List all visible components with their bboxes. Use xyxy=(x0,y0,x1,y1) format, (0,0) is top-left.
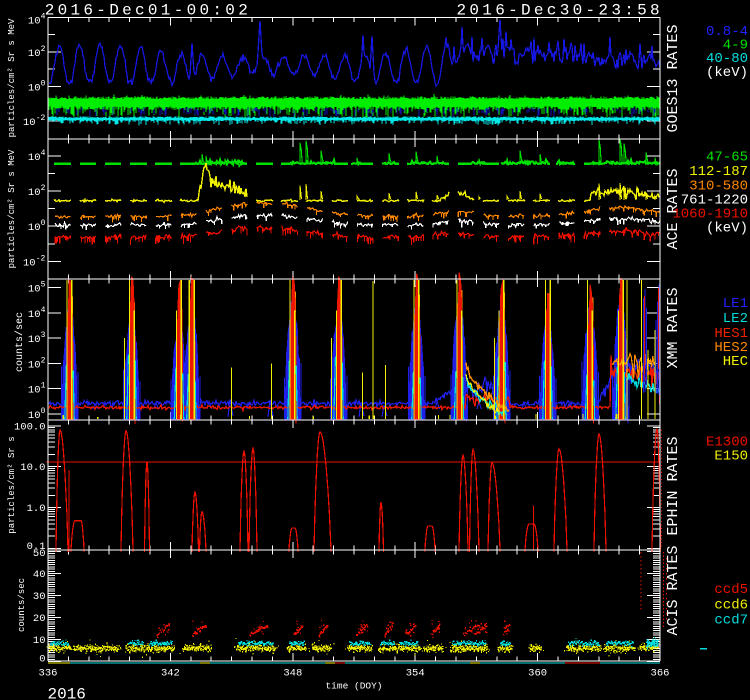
svg-text:particles/cm² Sr s MeV: particles/cm² Sr s MeV xyxy=(7,18,17,137)
svg-text:HES1: HES1 xyxy=(714,326,748,342)
svg-text:HES2: HES2 xyxy=(714,340,748,356)
svg-text:20: 20 xyxy=(33,613,46,625)
svg-text:40-80: 40-80 xyxy=(706,51,748,67)
svg-text:40: 40 xyxy=(33,569,46,581)
svg-text:-2: -2 xyxy=(36,114,46,123)
svg-text:10: 10 xyxy=(28,284,41,296)
svg-text:E1300: E1300 xyxy=(706,435,748,451)
svg-text:10: 10 xyxy=(23,257,36,269)
svg-text:XMM RATES: XMM RATES xyxy=(665,287,682,368)
svg-text:particles/cm² Sr s: particles/cm² Sr s xyxy=(7,436,17,533)
svg-text:LE2: LE2 xyxy=(723,311,748,327)
svg-text:counts/sec: counts/sec xyxy=(14,312,26,372)
svg-text:4: 4 xyxy=(41,13,46,22)
svg-text:2016-Dec30-23:58: 2016-Dec30-23:58 xyxy=(457,2,663,20)
svg-text:366: 366 xyxy=(651,668,670,680)
svg-text:0.1: 0.1 xyxy=(27,541,46,553)
svg-text:310-580: 310-580 xyxy=(689,179,748,195)
svg-text:(keV): (keV) xyxy=(706,221,748,237)
svg-text:2: 2 xyxy=(41,45,46,54)
svg-text:0: 0 xyxy=(41,219,46,228)
svg-text:10: 10 xyxy=(28,222,41,234)
svg-text:50: 50 xyxy=(33,548,46,560)
svg-text:30: 30 xyxy=(33,591,46,603)
svg-text:336: 336 xyxy=(39,668,58,680)
svg-text:10: 10 xyxy=(28,309,41,321)
svg-text:10: 10 xyxy=(23,117,36,129)
svg-text:LE1: LE1 xyxy=(723,296,748,312)
svg-text:(keV): (keV) xyxy=(706,65,748,81)
svg-text:ccd7: ccd7 xyxy=(714,613,748,629)
svg-text:10: 10 xyxy=(28,16,41,28)
svg-text:4: 4 xyxy=(41,306,46,315)
svg-text:10: 10 xyxy=(33,635,46,647)
svg-text:0: 0 xyxy=(41,407,46,416)
svg-text:112-187: 112-187 xyxy=(689,164,748,180)
svg-text:HEC: HEC xyxy=(723,354,748,370)
svg-text:10: 10 xyxy=(28,334,41,346)
svg-text:4: 4 xyxy=(41,149,46,158)
svg-text:10: 10 xyxy=(28,152,41,164)
svg-text:0: 0 xyxy=(41,79,46,88)
svg-text:10: 10 xyxy=(28,82,41,94)
svg-text:ccd5: ccd5 xyxy=(714,582,748,598)
svg-text:EPHIN RATES: EPHIN RATES xyxy=(665,436,682,535)
svg-text:5: 5 xyxy=(41,281,46,290)
svg-text:10: 10 xyxy=(28,385,41,397)
svg-text:0.8-4: 0.8-4 xyxy=(706,24,748,40)
svg-text:348: 348 xyxy=(283,668,302,680)
svg-text:1: 1 xyxy=(41,382,46,391)
svg-text:time (DOY): time (DOY) xyxy=(325,681,382,692)
svg-text:10.0: 10.0 xyxy=(20,462,45,474)
svg-text:2: 2 xyxy=(41,184,46,193)
svg-text:10: 10 xyxy=(28,48,41,60)
svg-text:2016: 2016 xyxy=(48,686,86,700)
svg-text:10: 10 xyxy=(28,410,41,422)
svg-text:particles/cm² Sr s MeV: particles/cm² Sr s MeV xyxy=(7,149,17,268)
svg-text:761-1220: 761-1220 xyxy=(681,193,748,209)
svg-text:10: 10 xyxy=(28,187,41,199)
svg-text:4-9: 4-9 xyxy=(723,38,748,54)
svg-text:100.0: 100.0 xyxy=(14,421,46,433)
svg-text:3: 3 xyxy=(41,331,46,340)
svg-text:GOES13 RATES: GOES13 RATES xyxy=(665,24,682,132)
svg-text:360: 360 xyxy=(528,668,547,680)
svg-text:0: 0 xyxy=(39,654,45,666)
svg-text:ACE RATES: ACE RATES xyxy=(665,168,682,249)
svg-text:2016-Dec01-00:02: 2016-Dec01-00:02 xyxy=(45,2,251,20)
svg-text:counts/sec: counts/sec xyxy=(17,578,27,632)
svg-text:47-65: 47-65 xyxy=(706,150,748,166)
svg-text:10: 10 xyxy=(28,359,41,371)
svg-text:ACIS RATES: ACIS RATES xyxy=(665,545,682,635)
svg-text:2: 2 xyxy=(41,356,46,365)
svg-text:1.0: 1.0 xyxy=(27,503,46,515)
svg-text:342: 342 xyxy=(161,668,180,680)
svg-text:ccd6: ccd6 xyxy=(714,598,748,614)
svg-text:354: 354 xyxy=(406,668,425,680)
svg-text:E150: E150 xyxy=(714,449,748,465)
svg-text:1060-1910: 1060-1910 xyxy=(672,207,748,223)
svg-text:-2: -2 xyxy=(36,254,46,263)
